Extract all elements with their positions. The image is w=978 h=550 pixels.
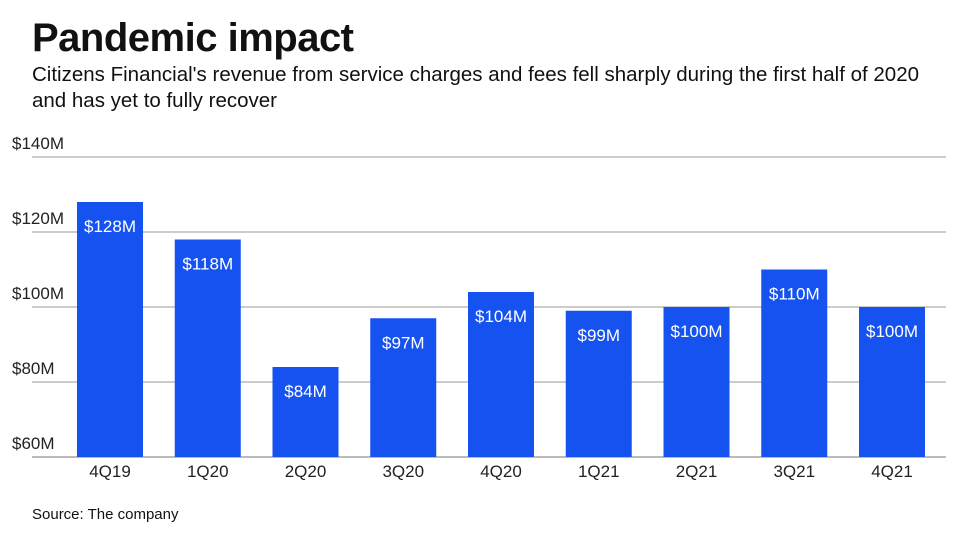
bar-1q21 xyxy=(565,310,632,457)
data-label: $84M xyxy=(284,382,327,401)
bar-3q21 xyxy=(761,269,828,457)
x-tick-label: 4Q21 xyxy=(871,462,913,481)
data-label: $104M xyxy=(475,307,527,326)
data-label: $100M xyxy=(866,322,918,341)
axis-labels: $60M $80M $100M $120M $140M 4Q19 1Q20 2Q20 3Q20 4… xyxy=(12,134,913,481)
data-label: $110M xyxy=(769,285,820,304)
chart-subtitle: Citizens Financial's revenue from servic… xyxy=(32,63,919,112)
x-tick-label: 3Q21 xyxy=(773,462,815,481)
bar-4q20 xyxy=(468,292,534,457)
bar-2q20 xyxy=(272,367,339,457)
y-tick-label: $120M xyxy=(12,209,64,228)
data-label: $97M xyxy=(382,333,425,352)
y-tick-label: $140M xyxy=(12,134,64,153)
bar-2q21 xyxy=(663,307,730,457)
chart-title: Pandemic impact xyxy=(32,16,354,60)
x-tick-label: 1Q20 xyxy=(187,462,229,481)
x-tick-label: 4Q19 xyxy=(89,462,131,481)
data-label: $99M xyxy=(577,326,620,345)
x-tick-label: 2Q21 xyxy=(676,462,718,481)
y-tick-label: $100M xyxy=(12,284,64,303)
x-tick-label: 3Q20 xyxy=(382,462,424,481)
source-note: Source: The company xyxy=(32,506,179,523)
data-label: $100M xyxy=(671,322,723,341)
bar-3q20 xyxy=(370,318,437,457)
x-tick-label: 1Q21 xyxy=(578,462,620,481)
x-tick-label: 2Q20 xyxy=(285,462,327,481)
x-tick-label: 4Q20 xyxy=(480,462,522,481)
bar-4q19 xyxy=(77,202,143,457)
y-tick-label: $60M xyxy=(12,434,55,453)
y-tick-label: $80M xyxy=(12,359,55,378)
data-label: $118M xyxy=(182,255,233,274)
data-label: $128M xyxy=(84,217,136,236)
bars: $128M $118M $84M $97M $104M $99M $100M $110M $10… xyxy=(77,202,925,457)
bar-1q20 xyxy=(174,239,241,457)
bar-4q21 xyxy=(859,307,925,457)
